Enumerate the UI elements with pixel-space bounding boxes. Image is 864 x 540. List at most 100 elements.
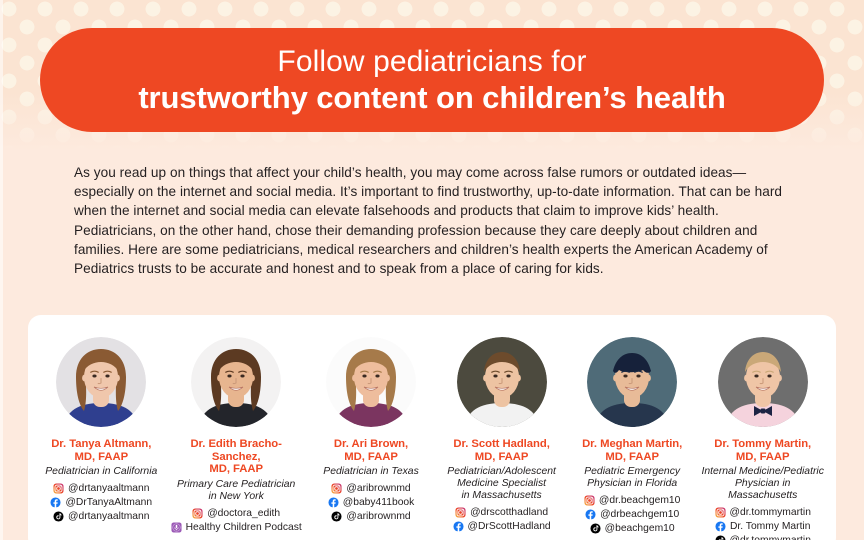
pediatricians-list: Dr. Tanya Altmann, MD, FAAP Pediatrician i… [28,315,836,540]
social-handle-list: @dr.beachgem10 @drbeachgem10 @beachgem10 [584,494,680,535]
social-handle-instagram[interactable]: @aribrownmd [331,482,411,495]
pediatrician-name: Dr. Scott Hadland, MD, FAAP [453,438,550,463]
portrait-image [587,337,678,427]
tiktok-icon [331,511,342,522]
pediatrician-portrait [587,337,678,427]
pediatrician-name: Dr. Tommy Martin, MD, FAAP [714,438,812,463]
social-handle-label: Dr. Tommy Martin [729,521,811,533]
social-handle-podcast[interactable]: Healthy Children Podcast [171,521,302,534]
social-handle-facebook[interactable]: @DrScottHadland [452,520,551,533]
pediatrician-card: Dr. Meghan Martin, MD, FAAP Pediatric Emer… [567,337,698,540]
social-handle-label: @DrTanyaAltmann [65,497,153,509]
social-handle-label: @doctora_edith [207,507,281,519]
instagram-icon [192,508,203,519]
pediatrician-portrait [456,337,547,427]
facebook-icon [452,521,464,533]
social-handle-instagram[interactable]: @dr.beachgem10 [584,494,680,507]
social-handle-tiktok[interactable]: @dr.tommymartin [715,534,811,540]
instagram-icon [455,507,466,519]
instagram-icon [53,483,64,494]
instagram-icon [714,507,726,519]
pediatrician-name: Dr. Edith Bracho-Sanchez, MD, FAAP [190,438,282,476]
tiktok-icon [331,511,342,522]
social-handle-label: @aribrownmd [346,483,411,495]
instagram-icon [584,495,595,506]
tiktok-icon [590,523,601,534]
facebook-icon [715,521,726,533]
social-handle-list: @drtanyaaltmann @DrTanyaAltmann @drtanyaal… [50,482,152,523]
social-handle-label: @baby411book [342,497,415,509]
facebook-icon [585,509,596,520]
portrait-image [717,337,808,427]
pediatrician-card: Dr. Ari Brown, MD, FAAP Pediatrician in Te… [306,337,437,540]
pediatrician-card: Dr. Tommy Martin, MD, FAAP Internal Medici… [697,337,828,540]
social-handle-instagram[interactable]: @drtanyaaltmann [53,482,149,495]
portrait-image [456,337,547,427]
pediatrician-role: Pediatrician in Texas [323,466,419,478]
social-handle-facebook[interactable]: Dr. Tommy Martin [715,520,810,533]
pediatrician-role: Pediatrician in California [45,466,158,478]
pediatrician-name: Dr. Meghan Martin, MD, FAAP [582,438,683,463]
social-handle-instagram[interactable]: @doctora_edith [192,507,280,520]
social-handle-tiktok[interactable]: @beachgem10 [590,522,675,535]
podcast-icon [171,522,182,533]
social-handle-label: @DrScottHadland [467,521,551,533]
social-handle-facebook[interactable]: @DrTanyaAltmann [50,496,152,509]
tiktok-icon [53,511,64,522]
social-handle-tiktok[interactable]: @aribrownmd [331,510,411,523]
portrait-image [191,337,282,427]
pediatrician-name: Dr. Ari Brown, MD, FAAP [333,438,409,463]
pediatrician-role: Internal Medicine/Pediatric Physician in … [701,466,824,502]
social-handle-label: @drbeachgem10 [600,509,680,521]
pediatrician-name: Dr. Tanya Altmann, MD, FAAP [51,438,152,463]
pediatrician-card: Dr. Scott Hadland, MD, FAAP Pediatrician/A… [436,337,567,540]
headline-banner: Follow pediatricians for trustworthy con… [40,28,824,132]
social-handle-list: @aribrownmd @baby411book @aribrownmd [328,482,415,523]
social-handle-instagram[interactable]: @drscotthadland [455,506,548,519]
facebook-icon [328,497,339,508]
facebook-icon [50,497,62,508]
social-handle-label: @aribrownmd [346,511,411,523]
social-handle-label: Healthy Children Podcast [185,521,302,533]
social-handle-label: @drscotthadland [470,507,549,519]
tiktok-icon [715,535,726,540]
facebook-icon [585,509,596,520]
pediatrician-card: Dr. Tanya Altmann, MD, FAAP Pediatrician i… [36,337,167,540]
pediatrician-portrait [326,337,417,427]
instagram-icon [192,508,203,519]
social-handle-facebook[interactable]: @baby411book [328,496,415,509]
headline-line-2: trustworthy content on children’s health [138,80,726,115]
facebook-icon [452,521,464,533]
social-handle-instagram[interactable]: @dr.tommymartin [714,506,811,519]
instagram-icon [331,483,342,494]
tiktok-icon [53,511,64,522]
pediatrician-card: Dr. Edith Bracho-Sanchez, MD, FAAP Primary… [167,337,306,540]
pediatricians-panel: Dr. Tanya Altmann, MD, FAAP Pediatrician i… [28,315,836,540]
podcast-icon [171,522,182,533]
social-handle-label: @dr.beachgem10 [598,495,681,507]
social-handle-label: @drtanyaaltmann [68,511,150,523]
social-handle-list: @doctora_edith Healthy Children Podcast [171,507,302,534]
social-handle-tiktok[interactable]: @drtanyaaltmann [53,510,149,523]
facebook-icon [328,497,339,508]
social-handle-list: @drscotthadland @DrScottHadland [452,506,551,533]
facebook-icon [715,521,726,533]
social-handle-label: @dr.tommymartin [730,534,811,540]
instagram-icon [714,507,726,519]
intro-paragraph: As you read up on things that affect you… [74,165,783,277]
social-handle-label: @dr.tommymartin [729,507,811,519]
instagram-icon [455,507,466,519]
pediatrician-portrait [191,337,282,427]
instagram-icon [53,483,64,494]
social-handle-facebook[interactable]: @drbeachgem10 [585,508,679,521]
instagram-icon [331,483,342,494]
pediatrician-portrait [56,337,147,427]
tiktok-icon [715,535,725,540]
facebook-icon [50,497,62,508]
pediatrician-portrait [717,337,808,427]
pediatrician-role: Pediatrician/Adolescent Medicine Speciali… [447,466,556,502]
page-left-edge [0,0,3,540]
headline-line-1: Follow pediatricians for [277,45,587,78]
tiktok-icon [590,523,601,534]
